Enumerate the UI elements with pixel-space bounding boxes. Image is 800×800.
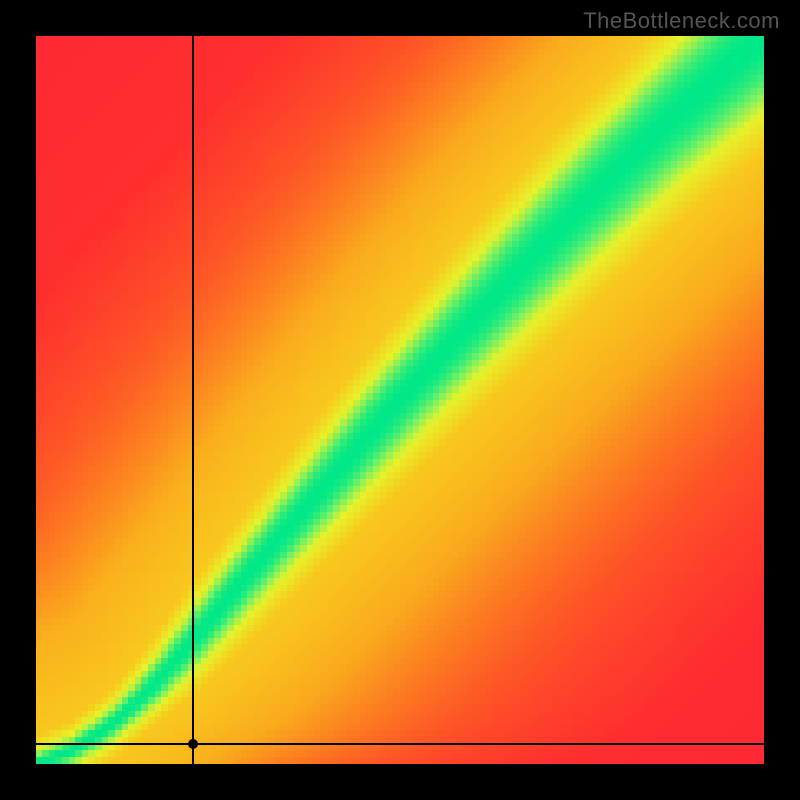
- watermark-text: TheBottleneck.com: [583, 8, 780, 34]
- crosshair-vertical: [192, 36, 194, 764]
- crosshair-horizontal: [36, 743, 764, 745]
- plot-frame: [36, 36, 764, 764]
- heatmap-canvas: [36, 36, 764, 764]
